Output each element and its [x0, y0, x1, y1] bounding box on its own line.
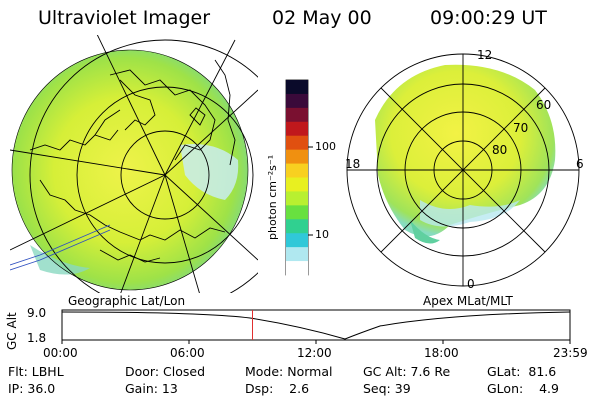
left-map-label: Geographic Lat/Lon — [68, 294, 186, 308]
time-tick-1800: 18:00 — [424, 346, 459, 360]
auroral-oval — [375, 64, 556, 237]
colorbar-band — [286, 135, 308, 151]
mlt-label-6: 6 — [576, 157, 584, 171]
gc-alt-axis-label: GC Alt — [5, 312, 19, 350]
alt-tick-9: 9.0 — [27, 306, 47, 320]
gain-info: Gain: 13 — [125, 381, 178, 396]
colorbar-band — [286, 107, 308, 123]
door-info: Door: Closed — [125, 364, 206, 379]
mlat-label-60: 60 — [536, 98, 552, 112]
colorbar-unit-label: photon cm⁻²s⁻¹ — [266, 154, 279, 240]
colorbar-band — [286, 121, 308, 137]
observation-time: 09:00:29 UT — [430, 7, 547, 29]
geographic-map — [10, 35, 258, 293]
glat-info: GLat: 81.6 — [487, 364, 557, 379]
time-tick-0600: 06:00 — [170, 346, 205, 360]
colorbar-tick-100: 100 — [315, 140, 336, 153]
instrument-title: Ultraviolet Imager — [38, 7, 211, 29]
mlt-label-18: 18 — [345, 157, 361, 171]
altitude-plot — [61, 309, 571, 344]
colorbar-band — [286, 205, 308, 220]
colorbar-band — [286, 261, 308, 276]
mlat-mlt-grid — [346, 53, 580, 287]
colorbar-tick-10: 10 — [315, 228, 329, 241]
alt-tick-1-8: 1.8 — [27, 331, 47, 345]
colorbar-band — [286, 247, 308, 262]
glon-info: GLon: 4.9 — [487, 381, 559, 396]
coastlines — [10, 59, 236, 271]
mode-info: Mode: Normal — [245, 364, 333, 379]
gc-alt-info: GC Alt: 7.6 Re — [363, 364, 451, 379]
colorbar — [285, 79, 313, 276]
colorbar-band — [286, 80, 308, 95]
mlat-label-70: 70 — [513, 121, 529, 135]
ip-info: IP: 36.0 — [8, 381, 56, 396]
altitude-curve — [61, 311, 571, 340]
colorbar-band — [286, 163, 308, 178]
colorbar-band — [286, 177, 308, 192]
mlat-label-80: 80 — [492, 143, 508, 157]
time-tick-0000: 00:00 — [43, 346, 78, 360]
dsp-info: Dsp: 2.6 — [245, 381, 310, 396]
observation-date: 02 May 00 — [272, 7, 372, 29]
filter-info: Flt: LBHL — [8, 364, 64, 379]
seq-info: Seq: 39 — [363, 381, 411, 396]
colorbar-band — [286, 149, 308, 165]
time-tick-1200: 12:00 — [297, 346, 332, 360]
colorbar-band — [286, 93, 308, 109]
colorbar-band — [286, 219, 308, 234]
mlt-label-12: 12 — [477, 48, 493, 62]
colorbar-band — [286, 233, 308, 248]
mlt-label-0: 0 — [467, 277, 475, 291]
colorbar-band — [286, 191, 308, 206]
time-tick-2359: 23:59 — [553, 346, 588, 360]
auroral-image-left — [12, 50, 248, 290]
polar-mlt-map — [346, 53, 580, 287]
right-map-label: Apex MLat/MLT — [423, 294, 513, 308]
